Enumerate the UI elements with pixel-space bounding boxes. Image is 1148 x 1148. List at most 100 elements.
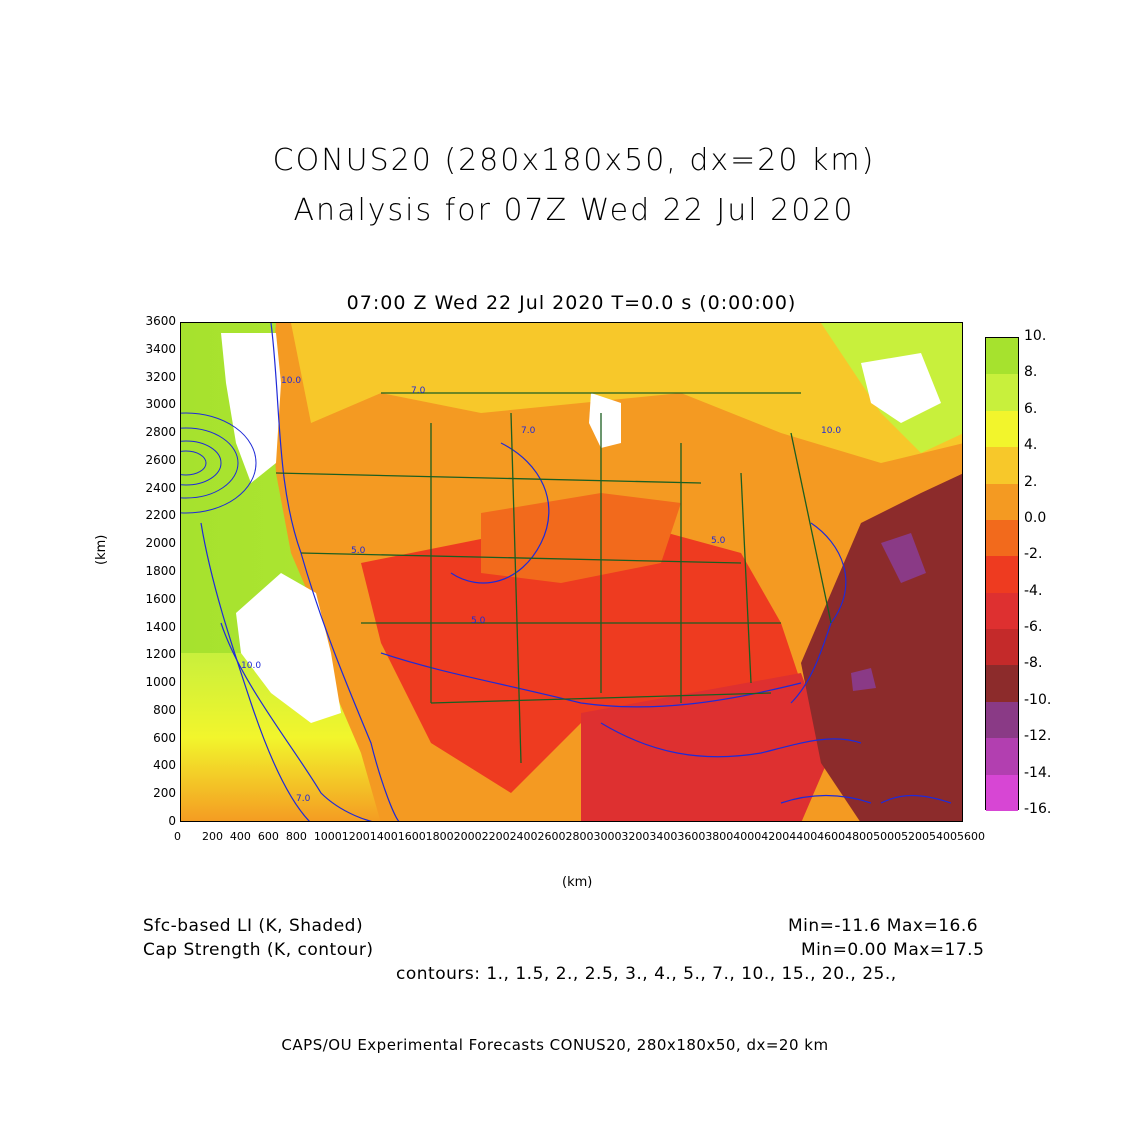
contour-list: contours: 1., 1.5, 2., 2.5, 3., 4., 5., … [396, 964, 897, 984]
y-tick-label: 1600 [145, 591, 176, 606]
cap-contours [200, 323, 952, 821]
y-tick-label: 3200 [145, 369, 176, 384]
x-tick-label: 2200 [481, 830, 510, 843]
contour-label: 10.0 [281, 376, 301, 386]
colorbar-label: 8. [1024, 364, 1038, 381]
x-tick-label: 2800 [565, 830, 594, 843]
y-tick-label: 2800 [145, 425, 176, 440]
y-axis-label: (km) [94, 534, 109, 565]
x-tick-label: 2000 [453, 830, 482, 843]
analysis-title: Analysis for 07Z Wed 22 Jul 2020 [293, 193, 855, 228]
colorbar-segment [986, 374, 1018, 412]
cap-contours-pacific [181, 412, 257, 514]
low-li-great-lakes [589, 393, 621, 448]
colorbar-label: -4. [1024, 582, 1043, 599]
state-borders [275, 392, 832, 764]
li-range: Min=-11.6 Max=16.6 [788, 916, 979, 936]
colorbar-label: 4. [1024, 437, 1038, 454]
colorbar-label: 10. [1024, 328, 1047, 344]
x-tick-label: 3000 [593, 830, 622, 843]
x-tick-label: 1000 [313, 830, 342, 843]
y-tick-label: 3600 [145, 314, 176, 328]
atlantic-region [801, 473, 962, 821]
colorbar-label: -12. [1024, 728, 1052, 745]
y-tick-label: 2000 [145, 536, 176, 551]
colorbar-label: -10. [1024, 691, 1052, 708]
y-tick-label: 0 [168, 814, 176, 828]
x-tick-label: 600 [257, 830, 279, 843]
contour-label: 7.0 [296, 794, 311, 804]
colorbar-segment [986, 774, 1018, 812]
contour-label: 5.0 [711, 536, 726, 546]
colorbar-label: -16. [1024, 801, 1052, 817]
colorbar-label: 2. [1024, 473, 1038, 490]
x-tick-label: 0 [174, 830, 181, 843]
map-svg: 10.0 7.0 5.0 10.0 5.0 5.0 7.0 10.0 7.0 [181, 323, 962, 821]
colorbar-label: -6. [1024, 619, 1043, 636]
map-contour-labels: 10.0 7.0 5.0 10.0 5.0 5.0 7.0 10.0 7.0 [241, 376, 841, 804]
colorbar-segment [986, 629, 1018, 666]
li-label: Sfc-based LI (K, Shaded) [143, 916, 364, 936]
colorbar-segment [986, 665, 1018, 703]
contour-label: 5.0 [471, 616, 486, 626]
central-red [361, 523, 801, 793]
footer-credit: CAPS/OU Experimental Forecasts CONUS20, … [281, 1036, 829, 1054]
valid-time-subtitle: 07:00 Z Wed 22 Jul 2020 T=0.0 s (0:00:00… [346, 292, 797, 314]
x-tick-label: 4800 [845, 830, 874, 843]
y-tick-label: 1800 [145, 564, 176, 578]
x-tick-label: 5000 [873, 830, 902, 843]
x-tick-label: 5400 [929, 830, 958, 843]
colorbar-segment [986, 483, 1018, 521]
y-tick-label: 600 [153, 730, 176, 745]
y-tick-label: 800 [153, 702, 176, 717]
main-title: CONUS20 (280x180x50, dx=20 km) [272, 143, 876, 178]
x-tick-label: 1200 [341, 830, 370, 843]
x-tick-label: 200 [201, 830, 223, 843]
colorbar-segment [986, 410, 1018, 448]
contour-label: 7.0 [521, 426, 536, 436]
x-tick-label: 1800 [425, 830, 454, 843]
colorbar-segment [986, 338, 1018, 375]
low-li-west [221, 333, 281, 483]
y-tick-label: 2200 [145, 508, 176, 523]
gulf-region [581, 673, 831, 821]
x-tick-label: 1400 [369, 830, 398, 843]
x-tick-label: 800 [285, 830, 307, 843]
contour-label: 5.0 [351, 546, 366, 556]
x-tick-label: 3400 [649, 830, 678, 843]
low-li-northeast [861, 353, 941, 423]
colorbar-segment [986, 592, 1018, 630]
y-tick-label: 1000 [145, 675, 176, 690]
x-tick-label: 1600 [397, 830, 426, 843]
colorbar-segment [986, 738, 1018, 776]
colorbar-label: 0.0 [1024, 509, 1047, 526]
x-axis-label: (km) [562, 875, 593, 890]
colorbar-label: 6. [1024, 400, 1038, 417]
y-tick-label: 3400 [145, 341, 176, 356]
y-tick-label: 2600 [145, 452, 176, 467]
x-tick-label: 3800 [705, 830, 734, 843]
x-tick-label: 4000 [733, 830, 762, 843]
atlantic-purple [851, 533, 926, 691]
map-plot: 10.0 7.0 5.0 10.0 5.0 5.0 7.0 10.0 7.0 [180, 322, 963, 822]
y-tick-label: 3000 [145, 397, 176, 412]
y-tick-label: 400 [153, 758, 176, 773]
x-tick-label: 2400 [509, 830, 538, 843]
cap-range: Min=0.00 Max=17.5 [801, 940, 985, 960]
x-tick-label: 5600 [957, 830, 985, 843]
x-tick-label: 4200 [761, 830, 790, 843]
colorbar-label: -14. [1024, 764, 1052, 781]
cap-label: Cap Strength (K, contour) [143, 940, 374, 960]
colorbar [985, 337, 1019, 812]
colorbar-segment [986, 556, 1018, 594]
contour-label: 10.0 [241, 661, 261, 671]
x-tick-label: 4400 [789, 830, 818, 843]
x-tick-label: 400 [229, 830, 251, 843]
colorbar-label: -8. [1024, 655, 1043, 672]
x-tick-label: 3200 [621, 830, 650, 843]
x-tick-label: 4600 [817, 830, 846, 843]
y-tick-label: 200 [153, 786, 176, 801]
y-tick-label: 2400 [145, 480, 176, 495]
x-tick-label: 2600 [537, 830, 566, 843]
contour-label: 10.0 [821, 426, 841, 436]
